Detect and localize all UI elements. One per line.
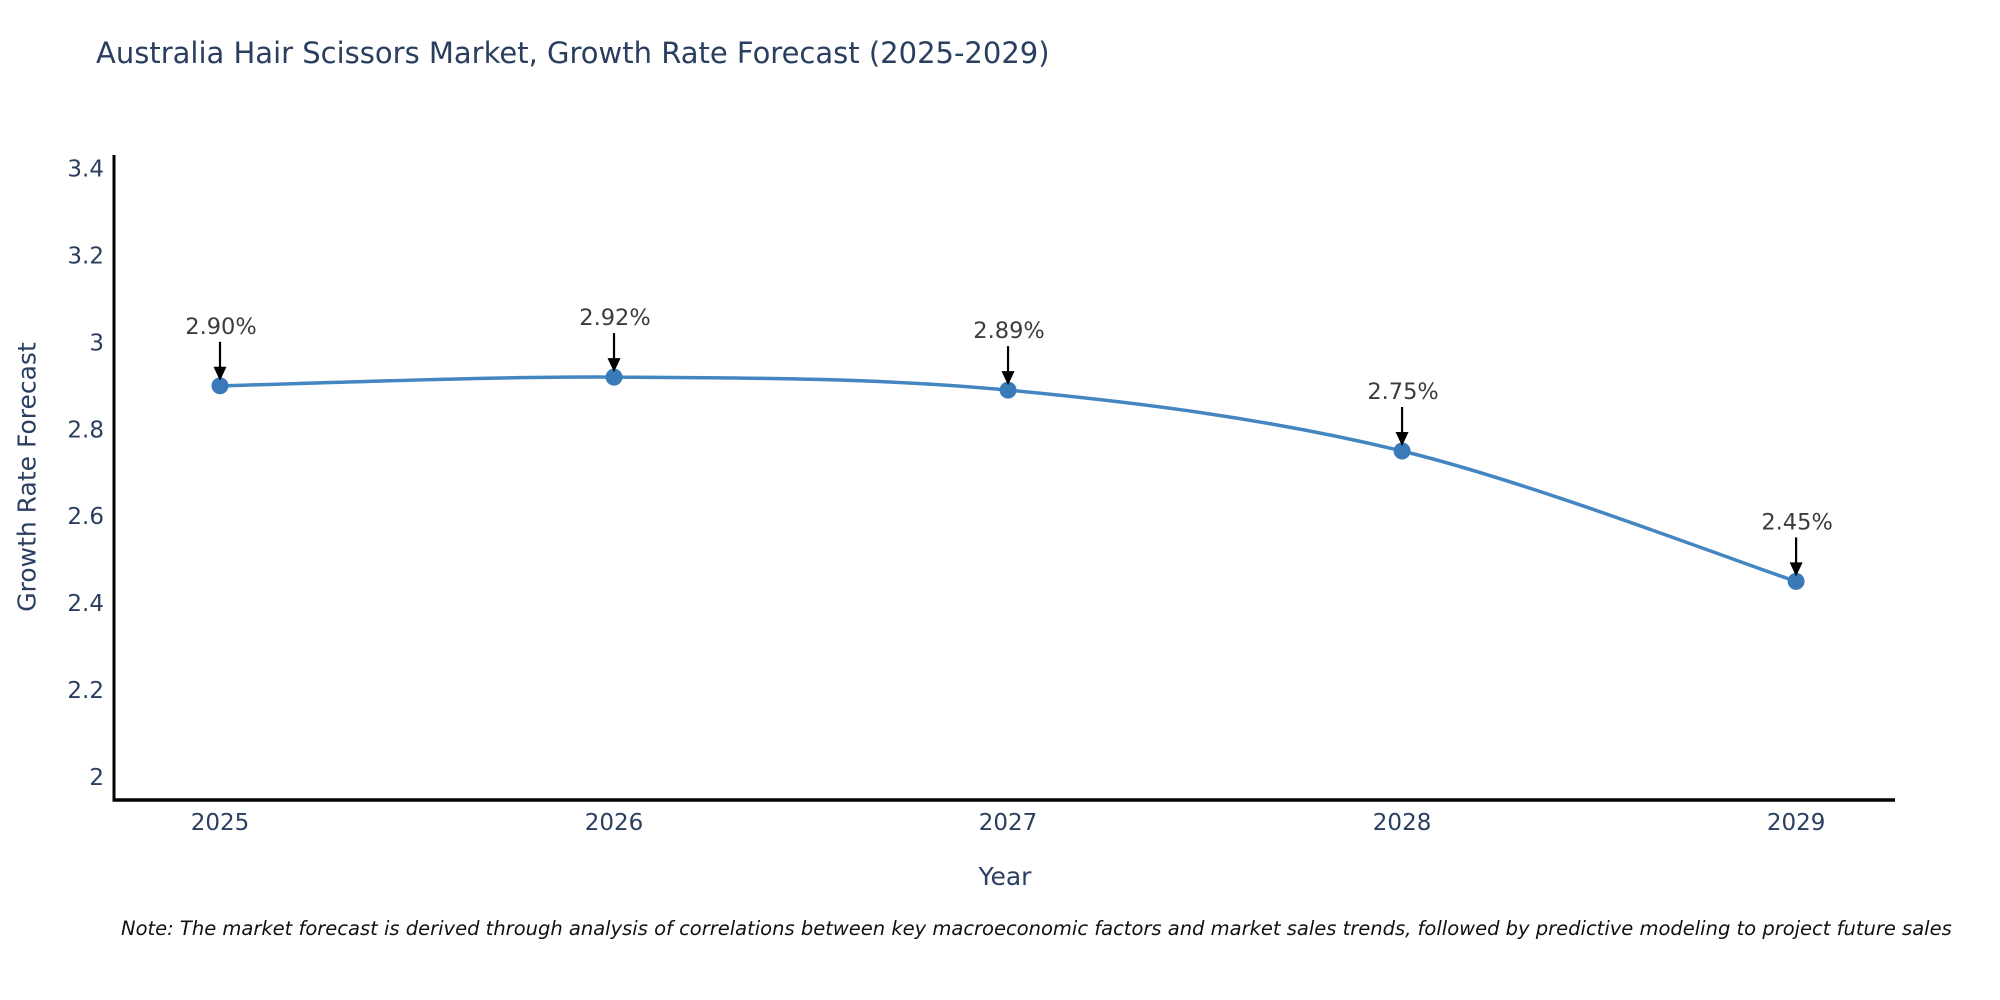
annotation-arrowhead-icon <box>213 366 227 381</box>
annotation-arrowhead-icon <box>607 358 621 373</box>
y-axis-title: Growth Rate Forecast <box>12 342 42 612</box>
y-tick-label: 2.4 <box>67 591 104 617</box>
data-point[interactable] <box>1787 572 1805 590</box>
annotation-arrowhead-icon <box>1789 562 1803 577</box>
x-tick-label: 2029 <box>1767 810 1826 836</box>
x-tick-label: 2025 <box>191 810 250 836</box>
data-point-label: 2.45% <box>1761 509 1832 535</box>
growth-rate-line <box>219 375 1797 584</box>
data-point-label: 2.89% <box>973 318 1044 344</box>
y-tick-label: 3.2 <box>67 243 104 269</box>
data-point-label: 2.90% <box>185 314 256 340</box>
annotation-arrowhead-icon <box>1395 431 1409 446</box>
chart-note: Note: The market forecast is derived thr… <box>121 917 1952 940</box>
y-tick-label: 2.6 <box>67 504 104 530</box>
y-tick-label: 3.4 <box>67 156 104 182</box>
y-tick-label: 2 <box>89 765 104 791</box>
x-tick-label: 2027 <box>979 810 1038 836</box>
x-tick-label: 2026 <box>585 810 644 836</box>
annotation-arrowhead-icon <box>1001 371 1015 386</box>
data-point-label: 2.92% <box>579 305 650 331</box>
data-point[interactable] <box>1393 442 1411 460</box>
y-tick-label: 3 <box>89 330 104 356</box>
x-tick-label: 2028 <box>1373 810 1432 836</box>
data-point[interactable] <box>605 368 623 386</box>
data-point-label: 2.75% <box>1367 379 1438 405</box>
chart-title: Australia Hair Scissors Market, Growth R… <box>96 36 1050 70</box>
y-tick-label: 2.8 <box>67 417 104 443</box>
data-point[interactable] <box>999 381 1017 399</box>
data-point[interactable] <box>211 377 229 395</box>
x-axis-title: Year <box>978 862 1032 891</box>
y-tick-label: 2.2 <box>67 678 104 704</box>
